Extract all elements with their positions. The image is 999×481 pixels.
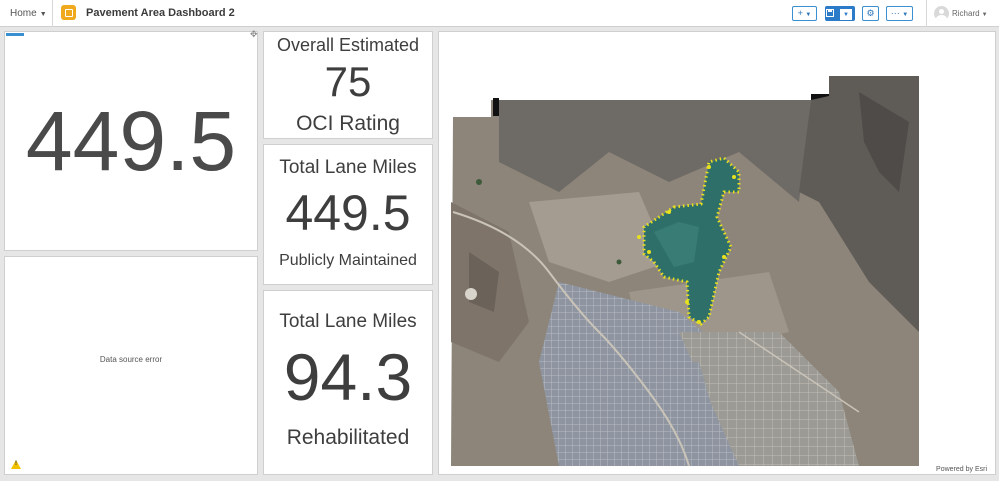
indicator-panel-big[interactable]: 449.5 [4, 31, 258, 251]
page-title: Pavement Area Dashboard 2 [86, 7, 235, 19]
plus-icon: + [797, 8, 803, 18]
map-attribution[interactable]: Powered by Esri [934, 466, 989, 473]
home-label: Home [10, 8, 37, 19]
indicator-value: 449.5 [285, 185, 411, 241]
chevron-down-icon: ▼ [805, 12, 812, 18]
user-menu[interactable]: Richard ▼ [952, 9, 988, 18]
more-icon: ··· [890, 8, 900, 18]
indicator-title: Overall Estimated [276, 35, 420, 55]
indicator-panel-rehabilitated[interactable]: Total Lane Miles 94.3 Rehabilitated [263, 290, 433, 475]
more-options-button[interactable]: ··· ▼ [886, 6, 913, 21]
indicator-subtitle: OCI Rating [296, 112, 400, 135]
chevron-down-icon: ▼ [981, 12, 988, 18]
divider [926, 0, 927, 27]
warning-icon[interactable] [11, 460, 21, 469]
add-element-button[interactable]: + ▼ [792, 6, 817, 21]
avatar[interactable] [934, 6, 949, 21]
settings-button[interactable]: ⚙ [862, 6, 879, 21]
selection-marker [6, 33, 24, 36]
pavement-points-layer[interactable] [637, 156, 741, 326]
indicator-panel-oci[interactable]: Overall Estimated 75 OCI Rating [263, 31, 433, 139]
indicator-value: 449.5 [25, 94, 237, 188]
indicator-panel-lane-miles[interactable]: Total Lane Miles 449.5 Publicly Maintain… [263, 144, 433, 285]
indicator-subtitle: Rehabilitated [286, 426, 410, 449]
move-handle-icon[interactable]: ✥ [250, 29, 258, 39]
indicator-title: Total Lane Miles [279, 157, 417, 178]
user-name: Richard [952, 9, 980, 18]
indicator-value: 94.3 [283, 340, 413, 414]
dashboard-logo-icon [61, 5, 76, 20]
chevron-down-icon[interactable]: ▼ [840, 9, 852, 20]
top-bar: Home ▼ Pavement Area Dashboard 2 + ▼ ▼ ⚙ … [0, 0, 999, 27]
gear-icon: ⚙ [866, 8, 875, 18]
chevron-down-icon: ▼ [39, 11, 47, 18]
map-panel[interactable]: Powered by Esri [438, 31, 996, 475]
indicator-subtitle: Publicly Maintained [279, 252, 417, 269]
save-icon [826, 7, 840, 20]
satellite-map[interactable] [439, 32, 995, 474]
save-button[interactable]: ▼ [825, 6, 855, 21]
indicator-value: 75 [324, 58, 372, 105]
error-message: Data source error [99, 355, 163, 364]
error-panel: Data source error [4, 256, 258, 475]
divider [52, 0, 53, 27]
chevron-down-icon: ▼ [902, 12, 909, 18]
indicator-title: Total Lane Miles [279, 311, 417, 332]
home-menu[interactable]: Home ▼ [10, 8, 47, 19]
